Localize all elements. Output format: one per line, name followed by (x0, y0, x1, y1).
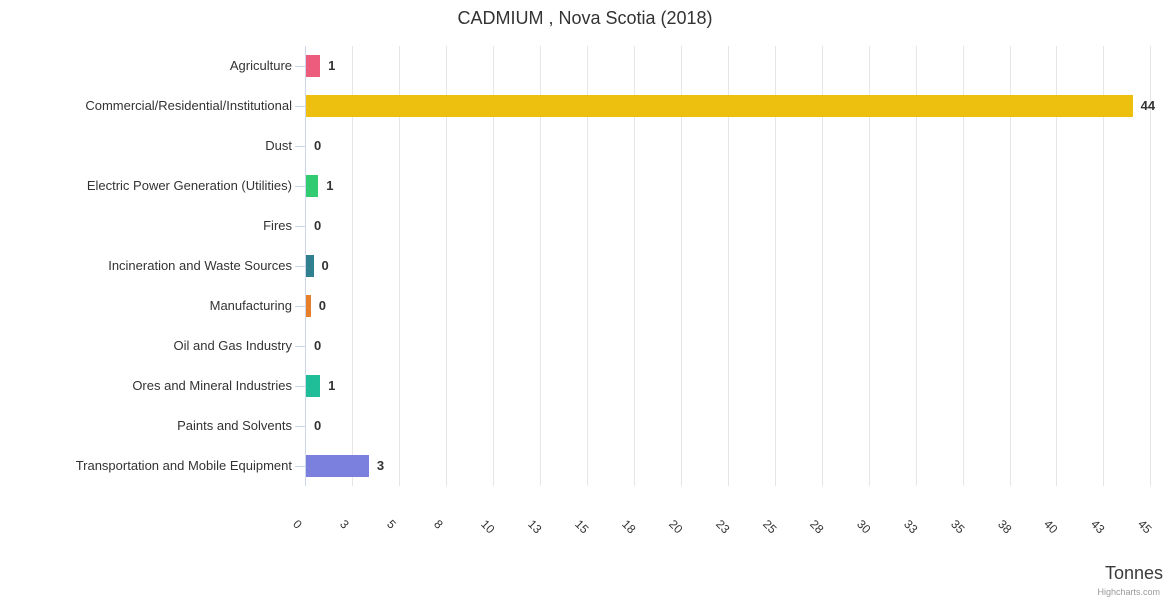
gridline (1009, 46, 1011, 486)
bar[interactable] (306, 375, 321, 397)
gridline (868, 46, 870, 486)
category-label: Ores and Mineral Industries (132, 378, 292, 393)
x-axis-tick-label: 18 (618, 517, 639, 537)
gridline (680, 46, 682, 486)
gridline (398, 46, 400, 486)
category-label: Agriculture (229, 58, 292, 73)
category-tick-mark (295, 266, 305, 267)
x-axis-tick-label: 10 (477, 517, 498, 537)
x-axis-tick-label: 13 (524, 517, 545, 537)
highcharts-credit-link[interactable]: Highcharts.com (1097, 587, 1160, 597)
x-axis-tick-label: 20 (665, 517, 686, 537)
chart-title: CADMIUM , Nova Scotia (2018) (457, 8, 713, 28)
x-axis-tick-label: 15 (571, 517, 592, 537)
category-label: Fires (263, 218, 292, 233)
bar-value-label: 44 (1140, 98, 1156, 113)
gridline (915, 46, 917, 486)
bar[interactable] (306, 55, 321, 77)
x-axis-tick-label: 30 (853, 517, 874, 537)
gridline (539, 46, 541, 486)
category-axis-line (305, 46, 306, 486)
category-label: Transportation and Mobile Equipment (75, 458, 292, 473)
bar-value-label: 0 (314, 418, 322, 433)
gridline (727, 46, 729, 486)
gridline (586, 46, 588, 486)
category-tick-mark (295, 226, 305, 227)
gridline (962, 46, 964, 486)
gridline (633, 46, 635, 486)
gridline (351, 46, 353, 486)
x-axis-tick-label: 38 (994, 517, 1014, 537)
x-axis-tick-label: 5 (384, 517, 399, 532)
category-tick-mark (295, 466, 305, 467)
bar[interactable] (306, 455, 369, 477)
gridline (821, 46, 823, 486)
gridline (1150, 46, 1152, 486)
x-axis-title: Tonnes (1104, 563, 1163, 583)
gridline (774, 46, 776, 486)
x-axis-tick-label: 25 (759, 517, 780, 537)
category-tick-mark (295, 426, 305, 427)
bar-value-label: 0 (314, 138, 322, 153)
x-axis-tick-label: 35 (947, 517, 967, 537)
category-label: Electric Power Generation (Utilities) (86, 178, 292, 193)
bar[interactable] (306, 295, 311, 317)
bar[interactable] (306, 175, 319, 197)
x-axis-tick-label: 40 (1041, 517, 1061, 537)
gridline (445, 46, 447, 486)
bar[interactable] (306, 255, 314, 277)
gridline (1056, 46, 1058, 486)
bar[interactable] (306, 95, 1133, 117)
category-label: Manufacturing (209, 298, 292, 313)
x-axis-tick-label: 8 (430, 517, 446, 532)
category-tick-mark (295, 346, 305, 347)
x-axis-tick-label: 23 (712, 517, 733, 537)
x-axis-tick-label: 28 (806, 517, 827, 537)
bar-value-label: 1 (328, 378, 336, 393)
category-label: Commercial/Residential/Institutional (85, 98, 292, 113)
bar-value-label: 3 (376, 458, 385, 473)
category-tick-mark (295, 386, 305, 387)
category-tick-mark (295, 106, 305, 107)
x-axis-tick-label: 45 (1135, 517, 1155, 537)
bar-value-label: 1 (328, 58, 336, 73)
category-tick-mark (295, 66, 305, 67)
x-axis-tick-label: 33 (900, 517, 921, 537)
category-tick-mark (295, 186, 305, 187)
gridline (492, 46, 494, 486)
bar-value-label: 0 (314, 218, 322, 233)
bar-value-label: 0 (321, 258, 329, 273)
gridline (1103, 46, 1105, 486)
category-tick-mark (295, 306, 305, 307)
bar-value-label: 0 (318, 298, 326, 313)
category-tick-mark (295, 146, 305, 147)
bar-value-label: 1 (326, 178, 334, 193)
category-label: Paints and Solvents (177, 418, 292, 433)
x-axis-tick-label: 0 (290, 517, 305, 532)
category-label: Dust (265, 138, 292, 153)
category-label: Incineration and Waste Sources (108, 258, 292, 273)
bar-value-label: 0 (314, 338, 322, 353)
x-axis-tick-label: 3 (337, 517, 352, 532)
category-label: Oil and Gas Industry (173, 338, 293, 353)
x-axis-tick-label: 43 (1088, 517, 1108, 537)
